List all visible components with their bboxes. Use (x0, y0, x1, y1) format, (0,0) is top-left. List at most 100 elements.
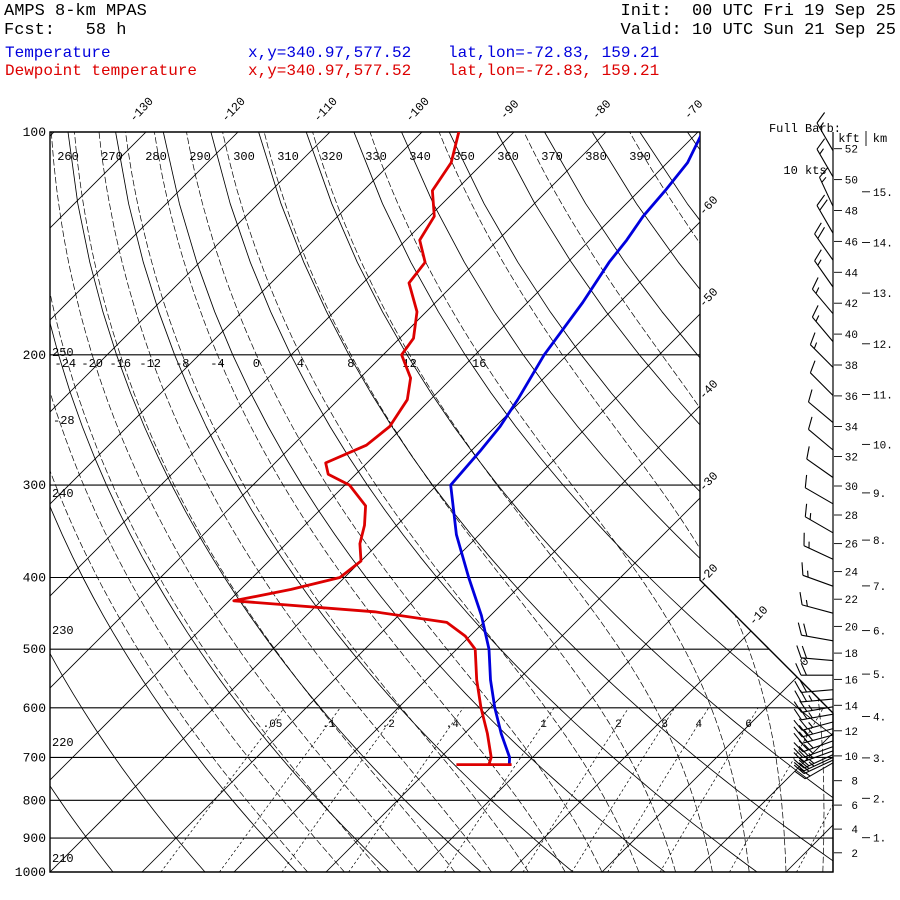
svg-text:10: 10 (845, 752, 858, 764)
svg-text:4: 4 (851, 825, 858, 837)
svg-text:300: 300 (233, 150, 255, 164)
temperature-trace (449, 132, 704, 766)
svg-text:240: 240 (52, 487, 74, 501)
svg-text:15.: 15. (873, 188, 893, 200)
svg-text:30: 30 (845, 482, 858, 494)
svg-text:28: 28 (845, 511, 858, 523)
svg-text:-8: -8 (175, 357, 189, 371)
svg-text:.05: .05 (263, 719, 283, 731)
svg-text:40: 40 (845, 330, 858, 342)
svg-text:6: 6 (851, 801, 858, 813)
svg-text:16: 16 (845, 675, 858, 687)
svg-text:3: 3 (661, 719, 668, 731)
dewpoint-trace (232, 132, 493, 766)
svg-text:8.: 8. (873, 536, 886, 548)
svg-text:13.: 13. (873, 289, 893, 301)
svg-text:14.: 14. (873, 239, 893, 251)
svg-text:-100: -100 (403, 95, 433, 126)
svg-text:8: 8 (347, 357, 354, 371)
svg-text:12.: 12. (873, 340, 893, 352)
svg-text:-80: -80 (589, 97, 614, 122)
svg-text:11.: 11. (873, 391, 893, 403)
svg-text:6: 6 (745, 719, 752, 731)
svg-text:4: 4 (297, 357, 304, 371)
svg-text:-24: -24 (54, 357, 76, 371)
svg-text:-130: -130 (127, 95, 157, 126)
svg-text:4.: 4. (873, 713, 886, 725)
svg-text:-120: -120 (219, 95, 249, 126)
svg-text:50: 50 (845, 176, 858, 188)
svg-text:270: 270 (101, 150, 123, 164)
svg-text:7.: 7. (873, 582, 886, 594)
svg-text:42: 42 (845, 299, 858, 311)
svg-text:500: 500 (23, 642, 46, 657)
chart-frame (49, 131, 834, 873)
svg-text:.1: .1 (322, 719, 336, 731)
svg-text:2: 2 (615, 719, 622, 731)
svg-text:300: 300 (23, 478, 46, 493)
svg-text:700: 700 (23, 750, 46, 765)
svg-text:22: 22 (845, 595, 858, 607)
svg-text:9.: 9. (873, 489, 886, 501)
svg-text:4: 4 (695, 719, 702, 731)
svg-text:260: 260 (57, 150, 79, 164)
svg-text:-20: -20 (81, 357, 103, 371)
svg-text:18: 18 (845, 649, 858, 661)
svg-text:14: 14 (845, 701, 859, 713)
svg-text:250: 250 (52, 346, 74, 360)
svg-text:32: 32 (845, 453, 858, 465)
svg-text:48: 48 (845, 207, 858, 219)
svg-text:12: 12 (845, 727, 858, 739)
svg-text:340: 340 (409, 150, 431, 164)
svg-text:34: 34 (845, 423, 859, 435)
svg-text:330: 330 (365, 150, 387, 164)
svg-text:-70: -70 (681, 97, 706, 122)
svg-text:26: 26 (845, 540, 858, 552)
svg-text:5.: 5. (873, 670, 886, 682)
svg-text:.4: .4 (446, 719, 460, 731)
model-title: AMPS 8-km MPAS (4, 2, 147, 21)
svg-text:-16: -16 (109, 357, 131, 371)
dewpoint-latlon: lat,lon=-72.83, 159.21 (448, 62, 660, 80)
svg-text:44: 44 (845, 268, 859, 280)
svg-text:38: 38 (845, 361, 858, 373)
svg-text:2.: 2. (873, 794, 886, 806)
svg-text:230: 230 (52, 624, 74, 638)
temperature-latlon: lat,lon=-72.83, 159.21 (448, 44, 660, 62)
svg-text:1: 1 (540, 719, 547, 731)
svg-text:2: 2 (851, 849, 858, 861)
svg-text:380: 380 (585, 150, 607, 164)
forecast-hour: Fcst: 58 h (4, 21, 127, 40)
svg-text:280: 280 (145, 150, 167, 164)
svg-text:36: 36 (845, 392, 858, 404)
svg-text:600: 600 (23, 701, 46, 716)
svg-text:290: 290 (189, 150, 211, 164)
svg-text:0: 0 (797, 655, 812, 670)
svg-text:100: 100 (23, 125, 46, 140)
svg-text:.2: .2 (382, 719, 395, 731)
dewpoint-xy: x,y=340.97,577.52 (248, 62, 412, 80)
svg-text:20: 20 (845, 622, 858, 634)
svg-text:200: 200 (23, 348, 46, 363)
svg-text:1.: 1. (873, 834, 886, 846)
svg-text:-28: -28 (53, 414, 75, 428)
svg-text:46: 46 (845, 237, 858, 249)
dewpoint-legend-label: Dewpoint temperature (5, 62, 198, 80)
svg-text:6.: 6. (873, 627, 886, 639)
svg-text:390: 390 (629, 150, 651, 164)
svg-text:km: km (873, 132, 887, 146)
svg-text:8: 8 (851, 777, 858, 789)
init-time: Init: 00 UTC Fri 19 Sep 25 (620, 2, 896, 21)
svg-text:310: 310 (277, 150, 299, 164)
svg-text:400: 400 (23, 571, 46, 586)
temperature-legend-label: Temperature (5, 44, 111, 62)
wind-barbs (793, 112, 834, 872)
altitude-axis: kft km24681012141618202224262830323436384… (834, 131, 893, 861)
svg-text:360: 360 (497, 150, 519, 164)
svg-text:370: 370 (541, 150, 563, 164)
svg-text:800: 800 (23, 793, 46, 808)
svg-text:52: 52 (845, 145, 858, 157)
temperature-xy: x,y=340.97,577.52 (248, 44, 412, 62)
svg-text:-110: -110 (311, 95, 341, 126)
